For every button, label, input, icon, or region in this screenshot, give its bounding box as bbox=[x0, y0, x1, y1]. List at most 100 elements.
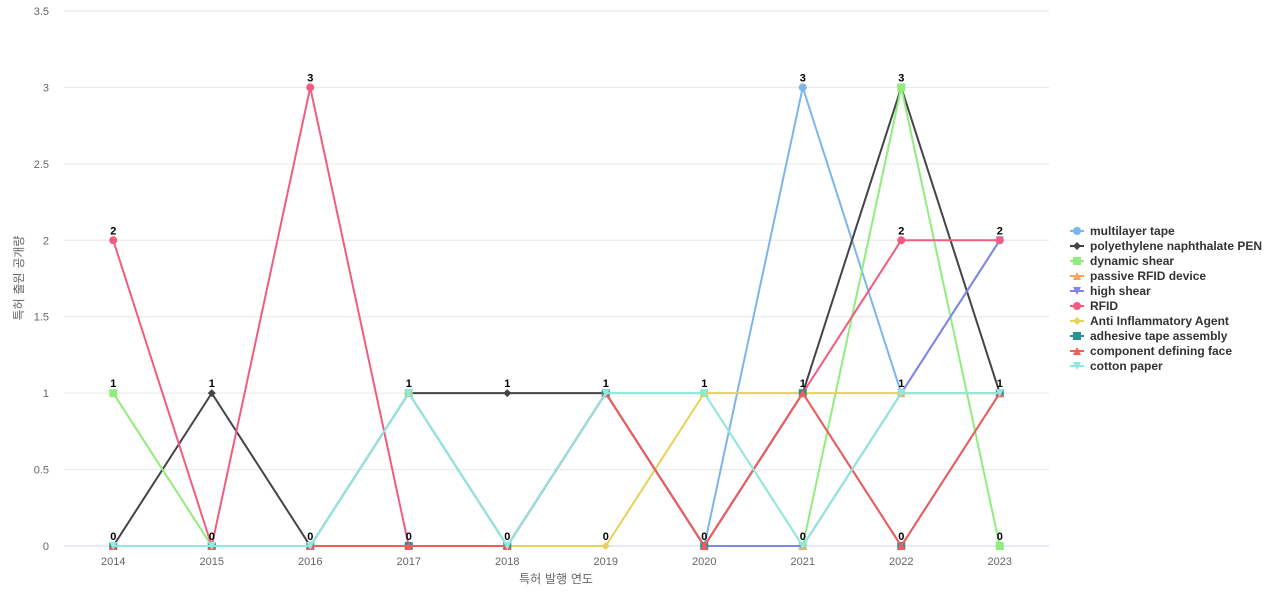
y-tick-label: 0 bbox=[43, 541, 49, 553]
data-point bbox=[109, 542, 118, 550]
legend-item[interactable]: passive RFID device bbox=[1070, 269, 1206, 283]
data-point bbox=[503, 389, 512, 398]
data-label: 3 bbox=[307, 72, 313, 84]
data-label: 0 bbox=[307, 531, 313, 543]
data-label: 0 bbox=[209, 531, 215, 543]
legend-marker bbox=[1073, 302, 1081, 310]
data-point bbox=[601, 542, 610, 550]
legend-marker bbox=[1073, 227, 1081, 235]
legend-label: polyethylene naphthalate PEN bbox=[1090, 239, 1262, 253]
x-tick-label: 2022 bbox=[889, 556, 913, 568]
data-point bbox=[503, 542, 512, 550]
data-label: 1 bbox=[898, 378, 904, 390]
data-label: 1 bbox=[209, 378, 215, 390]
data-label: 3 bbox=[800, 72, 806, 84]
data-point bbox=[601, 389, 610, 398]
x-tick-label: 2014 bbox=[101, 556, 125, 568]
data-point bbox=[109, 236, 118, 245]
data-point bbox=[798, 83, 807, 92]
legend-item[interactable]: component defining face bbox=[1070, 344, 1232, 358]
y-tick-label: 1.5 bbox=[34, 312, 49, 324]
data-label: 1 bbox=[406, 378, 412, 390]
x-tick-label: 2019 bbox=[594, 556, 618, 568]
legend-marker bbox=[1073, 362, 1081, 370]
legend-marker bbox=[1073, 272, 1081, 280]
data-label: 1 bbox=[701, 378, 707, 390]
y-tick-label: 1 bbox=[43, 388, 49, 400]
series-line bbox=[112, 86, 1001, 547]
legend-marker bbox=[1073, 317, 1081, 325]
data-label: 2 bbox=[110, 225, 116, 237]
data-point bbox=[700, 389, 709, 398]
y-tick-label: 3 bbox=[43, 82, 49, 94]
series-9 bbox=[109, 389, 1004, 550]
data-point bbox=[306, 83, 315, 92]
legend-label: cotton paper bbox=[1090, 359, 1163, 373]
data-label: 0 bbox=[406, 531, 412, 543]
data-label: 0 bbox=[110, 531, 116, 543]
data-point bbox=[109, 389, 118, 398]
data-label: 0 bbox=[603, 531, 609, 543]
data-point bbox=[798, 389, 807, 398]
x-tick-label: 2023 bbox=[988, 556, 1012, 568]
data-point bbox=[207, 389, 216, 398]
legend-marker bbox=[1073, 347, 1081, 355]
x-tick-label: 2016 bbox=[298, 556, 322, 568]
data-label: 1 bbox=[603, 378, 609, 390]
data-point bbox=[404, 542, 413, 550]
data-point bbox=[798, 542, 807, 550]
data-label: 2 bbox=[997, 225, 1003, 237]
data-point bbox=[897, 542, 906, 550]
x-tick-label: 2020 bbox=[692, 556, 716, 568]
data-label: 0 bbox=[504, 531, 510, 543]
legend-item[interactable]: RFID bbox=[1070, 299, 1118, 313]
y-tick-label: 2.5 bbox=[34, 159, 49, 171]
legend-label: passive RFID device bbox=[1090, 269, 1206, 283]
data-label: 1 bbox=[800, 378, 806, 390]
legend-item[interactable]: high shear bbox=[1070, 284, 1151, 298]
data-point bbox=[404, 389, 413, 398]
legend-item[interactable]: adhesive tape assembly bbox=[1070, 329, 1228, 343]
data-point bbox=[995, 389, 1004, 398]
data-label: 3 bbox=[898, 72, 904, 84]
legend-label: high shear bbox=[1090, 284, 1151, 298]
x-tick-label: 2015 bbox=[200, 556, 224, 568]
y-tick-label: 0.5 bbox=[34, 465, 49, 477]
data-point bbox=[897, 389, 906, 398]
legend-marker bbox=[1073, 242, 1081, 250]
data-point bbox=[897, 236, 906, 245]
data-label: 1 bbox=[110, 378, 116, 390]
data-point bbox=[995, 236, 1004, 245]
data-label: 2 bbox=[898, 225, 904, 237]
legend-label: RFID bbox=[1090, 299, 1118, 313]
data-point bbox=[207, 542, 216, 550]
y-tick-label: 3.5 bbox=[34, 6, 49, 18]
y-axis-title: 특허 출원 공개량 bbox=[12, 236, 26, 321]
x-axis-title: 특허 발행 연도 bbox=[519, 571, 593, 586]
legend-item[interactable]: cotton paper bbox=[1070, 359, 1163, 373]
legend-marker bbox=[1073, 332, 1081, 340]
y-tick-label: 2 bbox=[43, 235, 49, 247]
data-label: 0 bbox=[898, 531, 904, 543]
legend-marker bbox=[1073, 287, 1081, 295]
legend-item[interactable]: Anti Inflammatory Agent bbox=[1070, 314, 1229, 328]
data-label: 0 bbox=[997, 531, 1003, 543]
y-axis: 0 0.5 1 1.5 2 2.5 3 3.5 bbox=[34, 6, 49, 553]
data-point bbox=[700, 542, 709, 550]
legend-item[interactable]: multilayer tape bbox=[1070, 224, 1175, 238]
x-tick-label: 2021 bbox=[791, 556, 815, 568]
legend-label: component defining face bbox=[1090, 344, 1232, 358]
legend-item[interactable]: polyethylene naphthalate PEN bbox=[1070, 239, 1262, 253]
legend-label: dynamic shear bbox=[1090, 254, 1174, 268]
legend-label: multilayer tape bbox=[1090, 224, 1175, 238]
legend-label: Anti Inflammatory Agent bbox=[1090, 314, 1229, 328]
series-line bbox=[113, 392, 1000, 547]
data-label: 0 bbox=[800, 531, 806, 543]
legend-item[interactable]: dynamic shear bbox=[1070, 254, 1174, 268]
data-label: 1 bbox=[997, 378, 1003, 390]
x-tick-label: 2017 bbox=[397, 556, 421, 568]
legend-label: adhesive tape assembly bbox=[1090, 329, 1228, 343]
